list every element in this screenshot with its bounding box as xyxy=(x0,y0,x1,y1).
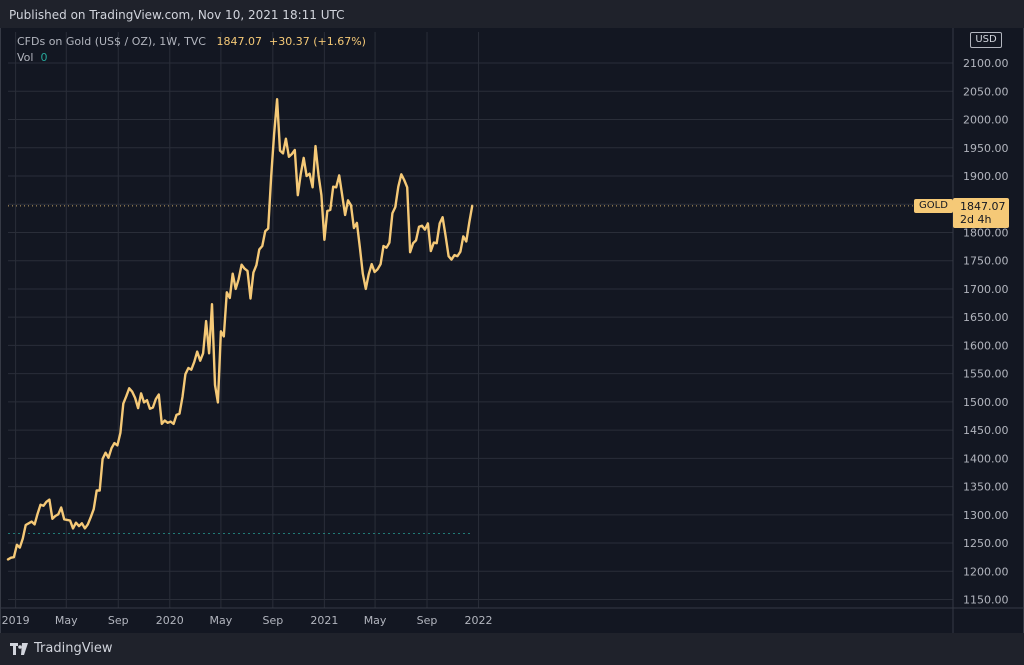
legend-change: +30.37 (+1.67%) xyxy=(269,35,366,48)
x-tick-label: 2019 xyxy=(2,614,30,627)
y-axis[interactable]: 1150.00 1200.00 1250.00 1300.00 1350.00 1400.… xyxy=(963,57,1009,606)
y-tick-label: 1650.00 xyxy=(963,311,1009,324)
last-price-label: 1847.07 2d 4h xyxy=(953,197,1009,228)
y-tick-label: 1950.00 xyxy=(963,142,1009,155)
x-tick-label: May xyxy=(55,614,78,627)
y-tick-label: 1200.00 xyxy=(963,565,1009,578)
bar-countdown: 2d 4h xyxy=(960,212,992,226)
y-tick-label: 2050.00 xyxy=(963,85,1009,98)
legend-vol-value: 0 xyxy=(40,51,48,64)
tradingview-logo[interactable]: TradingView xyxy=(10,641,113,656)
y-tick-label: 1550.00 xyxy=(963,368,1009,381)
y-tick-label: 1350.00 xyxy=(963,481,1009,494)
y-tick-label: 2100.00 xyxy=(963,57,1009,70)
y-tick-label: 2000.00 xyxy=(963,114,1009,127)
y-tick-label: 1250.00 xyxy=(963,537,1009,550)
reference-lines xyxy=(8,205,953,534)
legend-symbol: CFDs on Gold (US$ / OZ), 1W, TVC xyxy=(17,35,206,48)
currency-button[interactable]: USD xyxy=(970,32,1002,48)
y-tick-label: 1900.00 xyxy=(963,170,1009,183)
chart-legend: CFDs on Gold (US$ / OZ), 1W, TVC 1847.07… xyxy=(17,34,366,66)
published-text: Published on TradingView.com, Nov 10, 20… xyxy=(9,8,345,22)
tradingview-icon xyxy=(10,642,28,655)
legend-symbol-row[interactable]: CFDs on Gold (US$ / OZ), 1W, TVC 1847.07… xyxy=(17,34,366,50)
x-tick-label: 2022 xyxy=(465,614,493,627)
y-tick-label: 1600.00 xyxy=(963,339,1009,352)
price-chart[interactable]: 1150.00 1200.00 1250.00 1300.00 1350.00 1400.… xyxy=(0,28,1024,633)
legend-last-price: 1847.07 xyxy=(216,35,263,48)
x-tick-label: May xyxy=(364,614,387,627)
x-axis[interactable]: 2019 May Sep 2020 May Sep 2021 May Sep 2022 xyxy=(2,614,493,627)
x-tick-label: May xyxy=(210,614,233,627)
price-line xyxy=(6,97,474,561)
x-tick-label: 2020 xyxy=(156,614,184,627)
symbol-price-label: GOLD xyxy=(914,198,953,213)
footer-bar: TradingView xyxy=(0,633,1024,665)
legend-vol-label: Vol xyxy=(17,51,34,64)
x-tick-label: Sep xyxy=(108,614,129,627)
gold-series xyxy=(6,97,474,561)
y-tick-label: 1150.00 xyxy=(963,594,1009,607)
y-tick-label: 1500.00 xyxy=(963,396,1009,409)
published-header: Published on TradingView.com, Nov 10, 20… xyxy=(0,0,1024,28)
y-tick-label: 1300.00 xyxy=(963,509,1009,522)
x-tick-label: Sep xyxy=(417,614,438,627)
grid-lines xyxy=(0,28,1024,633)
x-tick-label: 2021 xyxy=(310,614,338,627)
y-tick-label: 1750.00 xyxy=(963,255,1009,268)
legend-volume-row[interactable]: Vol 0 xyxy=(17,50,366,66)
tradingview-brand: TradingView xyxy=(34,641,113,656)
y-tick-label: 1450.00 xyxy=(963,424,1009,437)
y-tick-label: 1700.00 xyxy=(963,283,1009,296)
last-price-value: 1847.07 xyxy=(960,199,1006,213)
y-tick-label: 1800.00 xyxy=(963,226,1009,239)
x-tick-label: Sep xyxy=(262,614,283,627)
y-tick-label: 1400.00 xyxy=(963,452,1009,465)
